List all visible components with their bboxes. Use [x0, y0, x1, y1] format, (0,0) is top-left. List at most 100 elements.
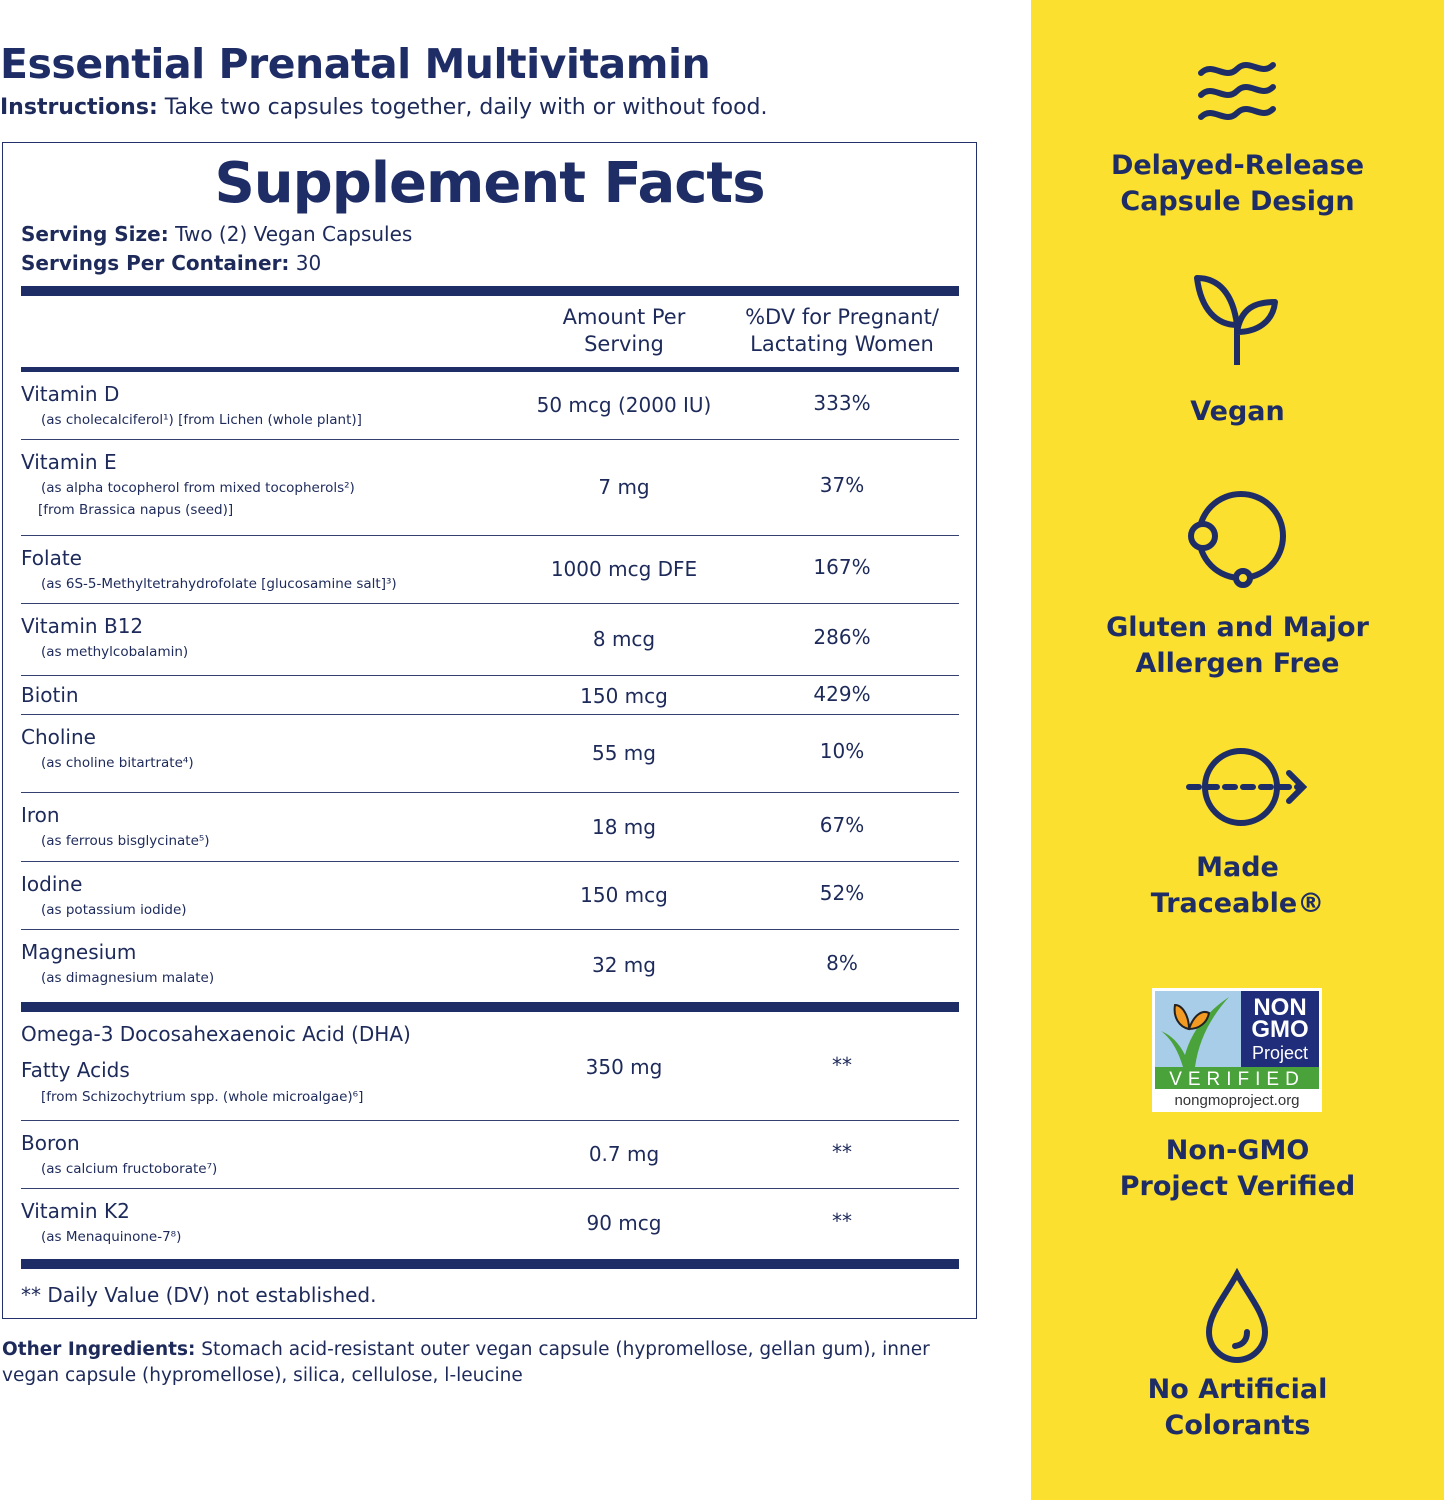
nutrient-row: Omega-3 Docosahexaenoic Acid (DHA) Fatty …: [21, 1012, 959, 1121]
serving-info: Serving Size: Two (2) Vegan Capsules Ser…: [21, 220, 412, 278]
servings-per-container: 30: [289, 251, 322, 275]
nutrient-source: (as calcium fructoborate⁷): [41, 1161, 218, 1177]
sprout-icon: [1194, 275, 1278, 365]
nutrient-name: Iron: [21, 803, 60, 827]
nutrient-source: [from Schizochytrium spp. (whole microal…: [41, 1089, 364, 1105]
supplement-facts-heading: Supplement Facts: [214, 151, 765, 216]
amount-per-serving: 150 mcg: [580, 883, 668, 907]
waves-icon: [1198, 62, 1276, 120]
amount-per-serving: 0.7 mg: [588, 1142, 660, 1166]
other-ingredients-text: Stomach acid-resistant outer vegan capsu…: [2, 1339, 930, 1386]
nutrient-name: Biotin: [21, 683, 79, 707]
amount-per-serving: 7 mg: [598, 475, 650, 499]
circle-node-icon: [1188, 491, 1286, 588]
nutrient-name: Choline: [21, 725, 96, 749]
nutrient-source: (as 6S-5-Methyltetrahydrofolate [glucosa…: [41, 576, 397, 592]
features-panel: Delayed-Release Capsule Design Vegan Glut…: [1031, 0, 1444, 1500]
divider: [21, 367, 959, 372]
instructions-label: Instructions:: [0, 95, 158, 120]
traceable-arrow-icon: [1186, 748, 1308, 826]
amount-per-serving: 150 mcg: [580, 683, 668, 708]
amount-per-serving: 55 mg: [592, 741, 656, 765]
daily-value: **: [832, 1209, 852, 1233]
daily-value: 333%: [813, 391, 871, 415]
nutrient-name: Iodine: [21, 872, 83, 896]
nutrient-row: Iodine (as potassium iodide) 150 mcg 52%: [21, 862, 959, 930]
instructions: Instructions: Take two capsules together…: [0, 95, 768, 120]
other-ingredients-label: Other Ingredients:: [2, 1339, 196, 1360]
amount-per-serving: 18 mg: [592, 814, 656, 839]
daily-value: 10%: [819, 739, 865, 763]
daily-value: 52%: [819, 881, 865, 905]
svg-text:VERIFIED: VERIFIED: [1169, 1069, 1305, 1090]
nutrient-row: Boron (as calcium fructoborate⁷) 0.7 mg **: [21, 1121, 959, 1189]
nutrient-source: (as dimagnesium malate): [41, 970, 215, 986]
instructions-text: Take two capsules together, daily with o…: [157, 95, 768, 120]
svg-text:Project: Project: [1252, 1043, 1308, 1063]
feature-delayed-release: Delayed-Release Capsule Design: [1110, 150, 1365, 217]
nutrient-name: Omega-3 Docosahexaenoic Acid (DHA): [21, 1022, 411, 1046]
feature-non-gmo: Non-GMO Project Verified: [1119, 1135, 1356, 1202]
daily-value: 8%: [826, 951, 858, 975]
nutrient-source: (as alpha tocopherol from mixed tocopher…: [41, 480, 355, 496]
supplement-facts-panel: Supplement Facts Serving Size: Two (2) V…: [2, 142, 977, 1319]
feature-no-colorants: No Artificial Colorants: [1147, 1374, 1328, 1441]
column-header-dv: %DV for Pregnant/Lactating Women: [745, 305, 939, 356]
serving-size-label: Serving Size:: [21, 222, 169, 246]
daily-value: 429%: [813, 681, 871, 706]
nutrient-source: [from Brassica napus (seed)]: [38, 502, 234, 518]
amount-per-serving: 350 mg: [585, 1055, 663, 1079]
other-ingredients: Other Ingredients: Stomach acid-resistan…: [2, 1337, 992, 1389]
nutrient-name: Vitamin E: [21, 450, 117, 474]
svg-text:GMO: GMO: [1251, 1016, 1308, 1043]
non-gmo-badge: NON GMO Project VERIFIED nongmoproject.o…: [1152, 988, 1322, 1112]
nutrient-row: Biotin 150 mcg 429%: [21, 676, 959, 715]
nutrient-row: Magnesium (as dimagnesium malate) 32 mg 8%: [21, 930, 959, 1002]
nutrient-row: Iron (as ferrous bisglycinate⁵) 18 mg 67%: [21, 793, 959, 862]
page-title: Essential Prenatal Multivitamin: [0, 40, 711, 88]
amount-per-serving: 8 mcg: [592, 627, 656, 651]
daily-value: 67%: [819, 812, 865, 837]
nutrient-name: Vitamin B12: [21, 614, 144, 638]
nutrient-table: Amount Per Serving %DV for Pregnant/Lacta…: [21, 286, 959, 1269]
svg-text:NON: NON: [1253, 994, 1306, 1021]
daily-value: **: [832, 1053, 852, 1077]
nutrient-row: Vitamin K2 (as Menaquinone-7⁸) 90 mcg **: [21, 1189, 959, 1259]
amount-per-serving: 50 mcg (2000 IU): [536, 393, 712, 417]
amount-per-serving: 90 mcg: [586, 1211, 662, 1235]
nutrient-source: (as methylcobalamin): [41, 644, 189, 660]
divider: [21, 1259, 959, 1269]
nutrient-source: (as potassium iodide): [41, 902, 187, 918]
amount-per-serving: 32 mg: [592, 953, 656, 977]
nutrient-name: Boron: [21, 1131, 80, 1155]
droplet-icon: [1205, 1268, 1269, 1363]
nutrient-name: Vitamin D: [21, 382, 120, 406]
nutrient-row: Vitamin D (as cholecalciferol¹) [from Lic…: [21, 372, 959, 440]
daily-value: 167%: [813, 555, 871, 579]
daily-value: 37%: [819, 473, 865, 497]
table-header: Amount Per Serving %DV for Pregnant/Lacta…: [21, 296, 959, 367]
feature-traceable: Made Traceable®: [1150, 852, 1325, 919]
nutrient-name: Magnesium: [21, 940, 137, 964]
column-header-amount: Amount Per Serving: [562, 305, 686, 356]
nutrient-source: (as Menaquinone-7⁸): [41, 1229, 182, 1245]
amount-per-serving: 1000 mcg DFE: [550, 557, 698, 581]
nutrient-row: Folate (as 6S-5-Methyltetrahydrofolate [g…: [21, 536, 959, 604]
nutrient-row: Vitamin B12 (as methylcobalamin) 8 mcg 286%: [21, 604, 959, 676]
nutrient-name: Folate: [21, 546, 82, 570]
servings-label: Servings Per Container:: [21, 251, 290, 275]
nutrient-source: (as ferrous bisglycinate⁵): [41, 833, 210, 849]
footnote: ** Daily Value (DV) not established.: [21, 1283, 377, 1307]
svg-text:nongmoproject.org: nongmoproject.org: [1174, 1092, 1299, 1109]
serving-size: Two (2) Vegan Capsules: [168, 222, 413, 246]
nutrient-source: (as choline bitartrate⁴): [41, 755, 194, 771]
nutrient-name: Vitamin K2: [21, 1199, 130, 1223]
feature-allergen-free: Gluten and Major Allergen Free: [1106, 612, 1369, 679]
nutrient-row: Vitamin E (as alpha tocopherol from mixed…: [21, 440, 959, 536]
daily-value: **: [832, 1140, 852, 1164]
nutrient-row: Choline (as choline bitartrate⁴) 55 mg 10%: [21, 715, 959, 793]
divider: [21, 1002, 959, 1012]
feature-vegan: Vegan: [1190, 396, 1285, 427]
nutrient-name-line2: Fatty Acids: [21, 1058, 130, 1082]
nutrient-source: (as cholecalciferol¹) [from Lichen (whol…: [41, 412, 362, 428]
